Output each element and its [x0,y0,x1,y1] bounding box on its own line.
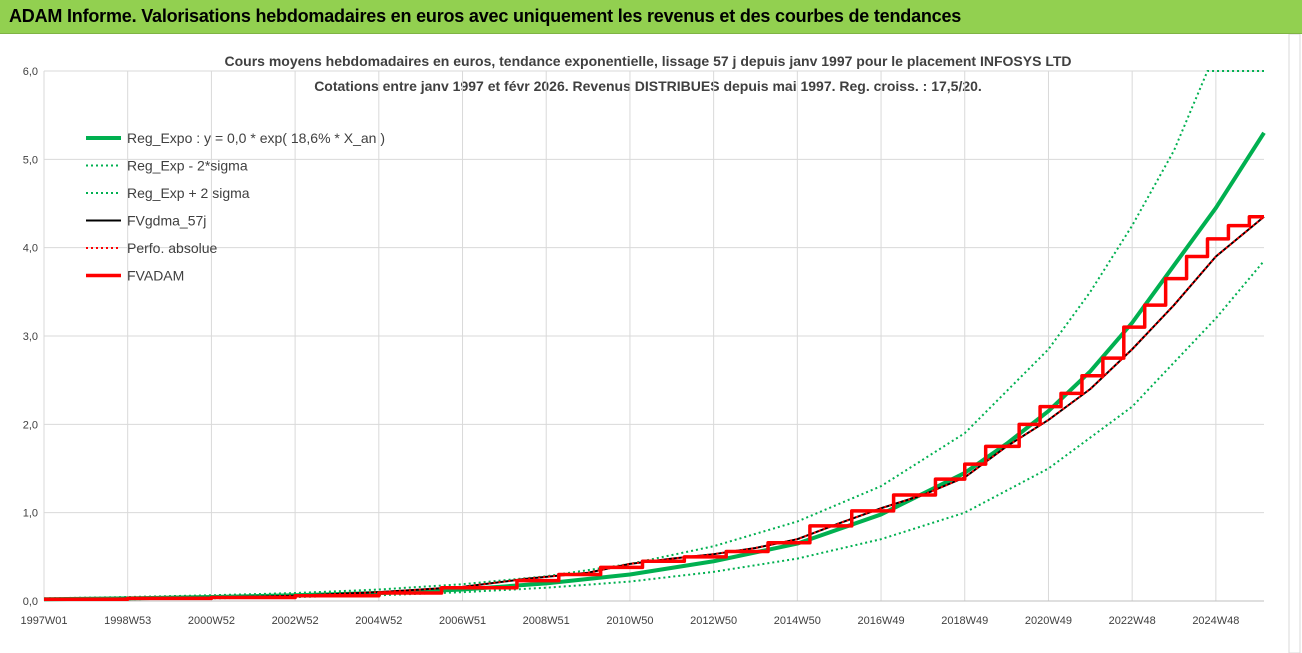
x-tick-label: 2002W52 [272,615,319,627]
legend-label: Reg_Exp - 2*sigma [127,158,248,174]
legend-label: FVgdma_57j [127,213,206,229]
x-axis: 1997W01 1998W53 2000W52 2002W52 2004W52 2006W… [20,600,1264,627]
x-tick-label: 2006W51 [439,615,486,627]
y-tick-label: 0,0 [23,596,38,608]
x-tick-label: 2012W50 [690,615,737,627]
y-axis: 0,0 1,0 2,0 3,0 4,0 5,0 6,0 [23,66,38,608]
series-line [43,70,1264,600]
y-tick-label: 4,0 [23,243,38,255]
x-tick-label: 2022W48 [1109,615,1156,627]
vertical-scrollbar[interactable] [1288,34,1301,653]
y-tick-label: 2,0 [23,419,38,431]
y-tick-label: 5,0 [23,154,38,166]
line-chart: Cours moyens hebdomadaires en euros, ten… [0,34,1302,653]
x-tick-label: 2024W48 [1192,615,1239,627]
x-tick-label: 2018W49 [941,615,988,627]
chart-title: Cours moyens hebdomadaires en euros, ten… [225,53,1072,69]
y-tick-label: 3,0 [23,331,38,343]
y-tick-label: 1,0 [23,508,38,520]
legend-label: Reg_Exp + 2 sigma [127,185,250,201]
x-tick-label: 2008W51 [523,615,570,627]
series-line [43,260,1265,601]
x-tick-label: 1997W01 [20,615,67,627]
chart-subtitle: Cotations entre janv 1997 et févr 2026. … [314,78,982,94]
x-tick-label: 2014W50 [774,615,821,627]
legend-label: Reg_Expo : y = 0,0 * exp( 18,6% * X_an ) [127,130,385,146]
x-tick-label: 2020W49 [1025,615,1072,627]
x-tick-label: 2010W50 [606,615,653,627]
legend-label: Perfo. absolue [127,240,217,256]
report-title: ADAM Informe. Valorisations hebdomadaire… [9,6,962,26]
chart-background [0,34,1302,653]
report-banner: ADAM Informe. Valorisations hebdomadaire… [0,0,1302,34]
plot-area [43,70,1266,602]
x-tick-label: 2004W52 [355,615,402,627]
x-tick-label: 2016W49 [858,615,905,627]
x-tick-label: 1998W53 [104,615,151,627]
legend-label: FVADAM [127,268,184,284]
series-line [44,215,1264,601]
legend: Reg_Expo : y = 0,0 * exp( 18,6% * X_an )… [86,130,385,284]
y-tick-label: 6,0 [23,66,38,78]
x-tick-label: 2000W52 [188,615,235,627]
